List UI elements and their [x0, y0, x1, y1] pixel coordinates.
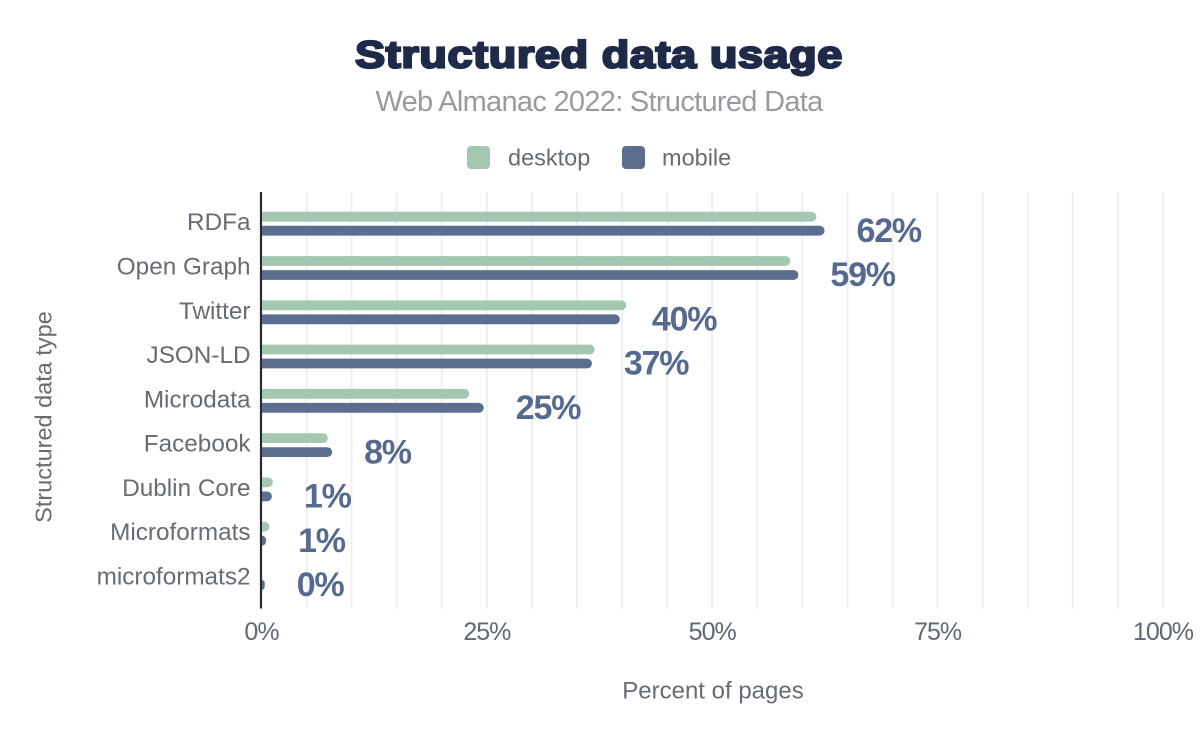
svg-text:Facebook: Facebook [144, 431, 252, 458]
svg-text:Microdata: Microdata [144, 386, 251, 413]
svg-text:JSON-LD: JSON-LD [147, 342, 251, 369]
svg-text:1%: 1% [304, 478, 352, 516]
svg-text:100%: 100% [1133, 618, 1194, 646]
svg-text:Microformats: Microformats [110, 519, 250, 546]
svg-text:desktop: desktop [508, 145, 590, 171]
svg-text:Open Graph: Open Graph [117, 254, 251, 281]
svg-text:mobile: mobile [662, 145, 731, 171]
svg-text:RDFa: RDFa [187, 209, 251, 236]
svg-text:microformats2: microformats2 [97, 563, 251, 590]
svg-text:62%: 62% [857, 212, 922, 250]
svg-text:Twitter: Twitter [179, 298, 251, 325]
svg-text:Structured data type: Structured data type [31, 311, 57, 523]
svg-text:Dublin Core: Dublin Core [122, 475, 250, 502]
svg-text:25%: 25% [463, 618, 511, 646]
svg-text:Web Almanac 2022: Structured D: Web Almanac 2022: Structured Data [375, 86, 824, 118]
svg-text:Structured data usage: Structured data usage [355, 33, 843, 76]
svg-text:25%: 25% [516, 389, 581, 427]
svg-text:75%: 75% [914, 618, 962, 646]
svg-text:50%: 50% [689, 618, 737, 646]
svg-text:59%: 59% [830, 256, 895, 294]
svg-text:37%: 37% [624, 345, 689, 383]
svg-text:1%: 1% [298, 522, 346, 560]
svg-text:40%: 40% [652, 301, 717, 339]
svg-text:0%: 0% [297, 566, 345, 604]
svg-text:Percent of pages: Percent of pages [622, 678, 803, 705]
svg-text:8%: 8% [364, 433, 412, 471]
svg-text:0%: 0% [244, 618, 279, 646]
